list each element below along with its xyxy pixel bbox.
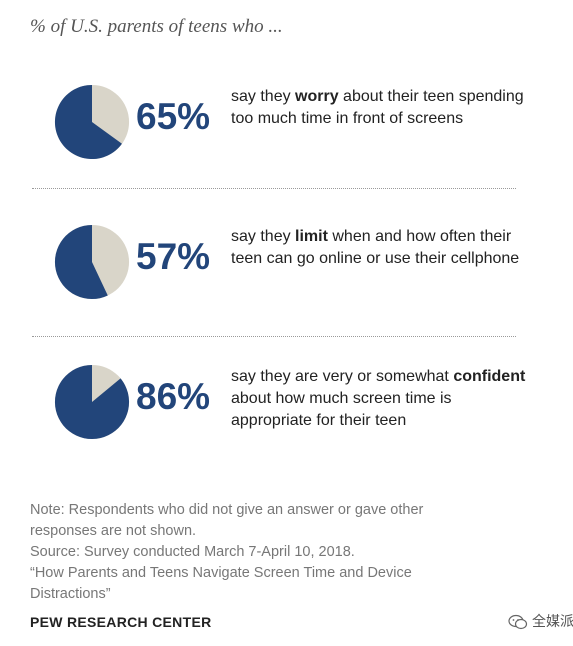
pie-chart <box>54 84 130 160</box>
report-title-line: “How Parents and Teens Navigate Screen T… <box>30 565 412 581</box>
pie-share-slice <box>54 364 130 440</box>
pie-share-slice <box>54 224 108 300</box>
stat-description: say they are very or somewhat confident … <box>231 366 531 432</box>
note-line: responses are not shown. <box>30 523 197 539</box>
pie-chart <box>54 224 130 300</box>
report-title-line: Distractions” <box>30 586 111 602</box>
desc-post: about how much screen time is appropriat… <box>231 390 452 429</box>
dotted-divider <box>32 188 516 189</box>
wechat-icon <box>508 615 528 630</box>
desc-key: confident <box>453 368 526 385</box>
percent-value: 57% <box>136 236 211 277</box>
desc-pre: say they <box>231 88 296 105</box>
stat-row: 65% say they worry about their teen spen… <box>0 78 573 188</box>
watermark-text: 全媒派 <box>532 613 573 629</box>
stat-description: say they limit when and how often their … <box>231 226 531 270</box>
desc-post: when and how often their teen can go onl… <box>231 228 520 267</box>
stat-row: 86% say they are very or somewhat confid… <box>0 358 573 468</box>
note-line: Note: Respondents who did not give an an… <box>30 502 424 518</box>
desc-key: limit <box>295 228 328 245</box>
watermark: 全媒派 <box>508 611 573 631</box>
pie-share-slice <box>54 84 122 160</box>
desc-key: worry <box>295 88 339 105</box>
desc-post: about their teen spending too much time … <box>231 88 524 127</box>
chart-subtitle: % of U.S. parents of teens who ... <box>30 16 283 37</box>
pie-chart <box>54 364 130 440</box>
source-line: Source: Survey conducted March 7-April 1… <box>30 544 355 560</box>
percent-value: 86% <box>136 376 211 417</box>
percent-value: 65% <box>136 96 211 137</box>
chart-notes: Note: Respondents who did not give an an… <box>30 500 530 605</box>
stat-row: 57% say they limit when and how often th… <box>0 218 573 328</box>
desc-pre: say they <box>231 228 296 245</box>
dotted-divider <box>32 336 516 337</box>
stat-description: say they worry about their teen spending… <box>231 86 531 130</box>
desc-pre: say they are very or somewhat <box>231 368 454 385</box>
source-organization: PEW RESEARCH CENTER <box>30 614 212 630</box>
